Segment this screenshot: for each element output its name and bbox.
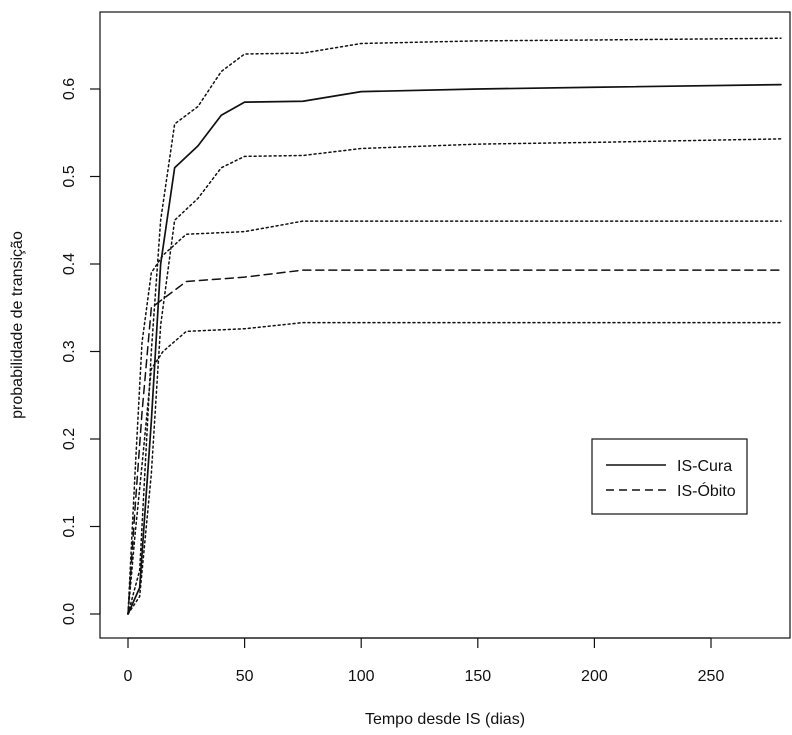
y-axis: probabilidade de transição 0.0 0.1 0.2 0.3 0… [9,78,101,625]
y-tick-label: 0.0 [61,603,78,625]
x-tick-label: 50 [236,668,254,685]
series-line-2 [127,138,782,615]
x-tick-label: 250 [698,668,725,685]
series-line-0 [127,83,782,615]
series-line-1 [127,37,782,615]
x-axis: Tempo desde IS (dias) 0 50 100 150 200 250 [124,637,725,728]
x-axis-label: Tempo desde IS (dias) [365,711,525,728]
y-tick-label: 0.6 [61,78,78,100]
series-group [127,37,782,615]
y-tick-label: 0.1 [61,515,78,537]
x-tick-label: 0 [124,668,133,685]
y-axis-label: probabilidade de transição [9,231,26,419]
x-tick-label: 100 [348,668,375,685]
series-line-5 [127,321,782,615]
series-line-4 [127,220,782,615]
series-line-3 [127,269,782,615]
y-tick-label: 0.3 [61,340,78,362]
y-tick-label: 0.4 [61,253,78,275]
legend-entry-is-obito: IS-Óbito [677,481,736,500]
legend: IS-Cura IS-Óbito [591,438,748,515]
x-tick-label: 200 [581,668,608,685]
plot-frame [99,11,791,639]
x-tick-label: 150 [464,668,491,685]
legend-box [591,438,748,515]
y-tick-label: 0.2 [61,428,78,450]
y-tick-label: 0.5 [61,165,78,187]
legend-entry-is-cura: IS-Cura [677,458,732,475]
